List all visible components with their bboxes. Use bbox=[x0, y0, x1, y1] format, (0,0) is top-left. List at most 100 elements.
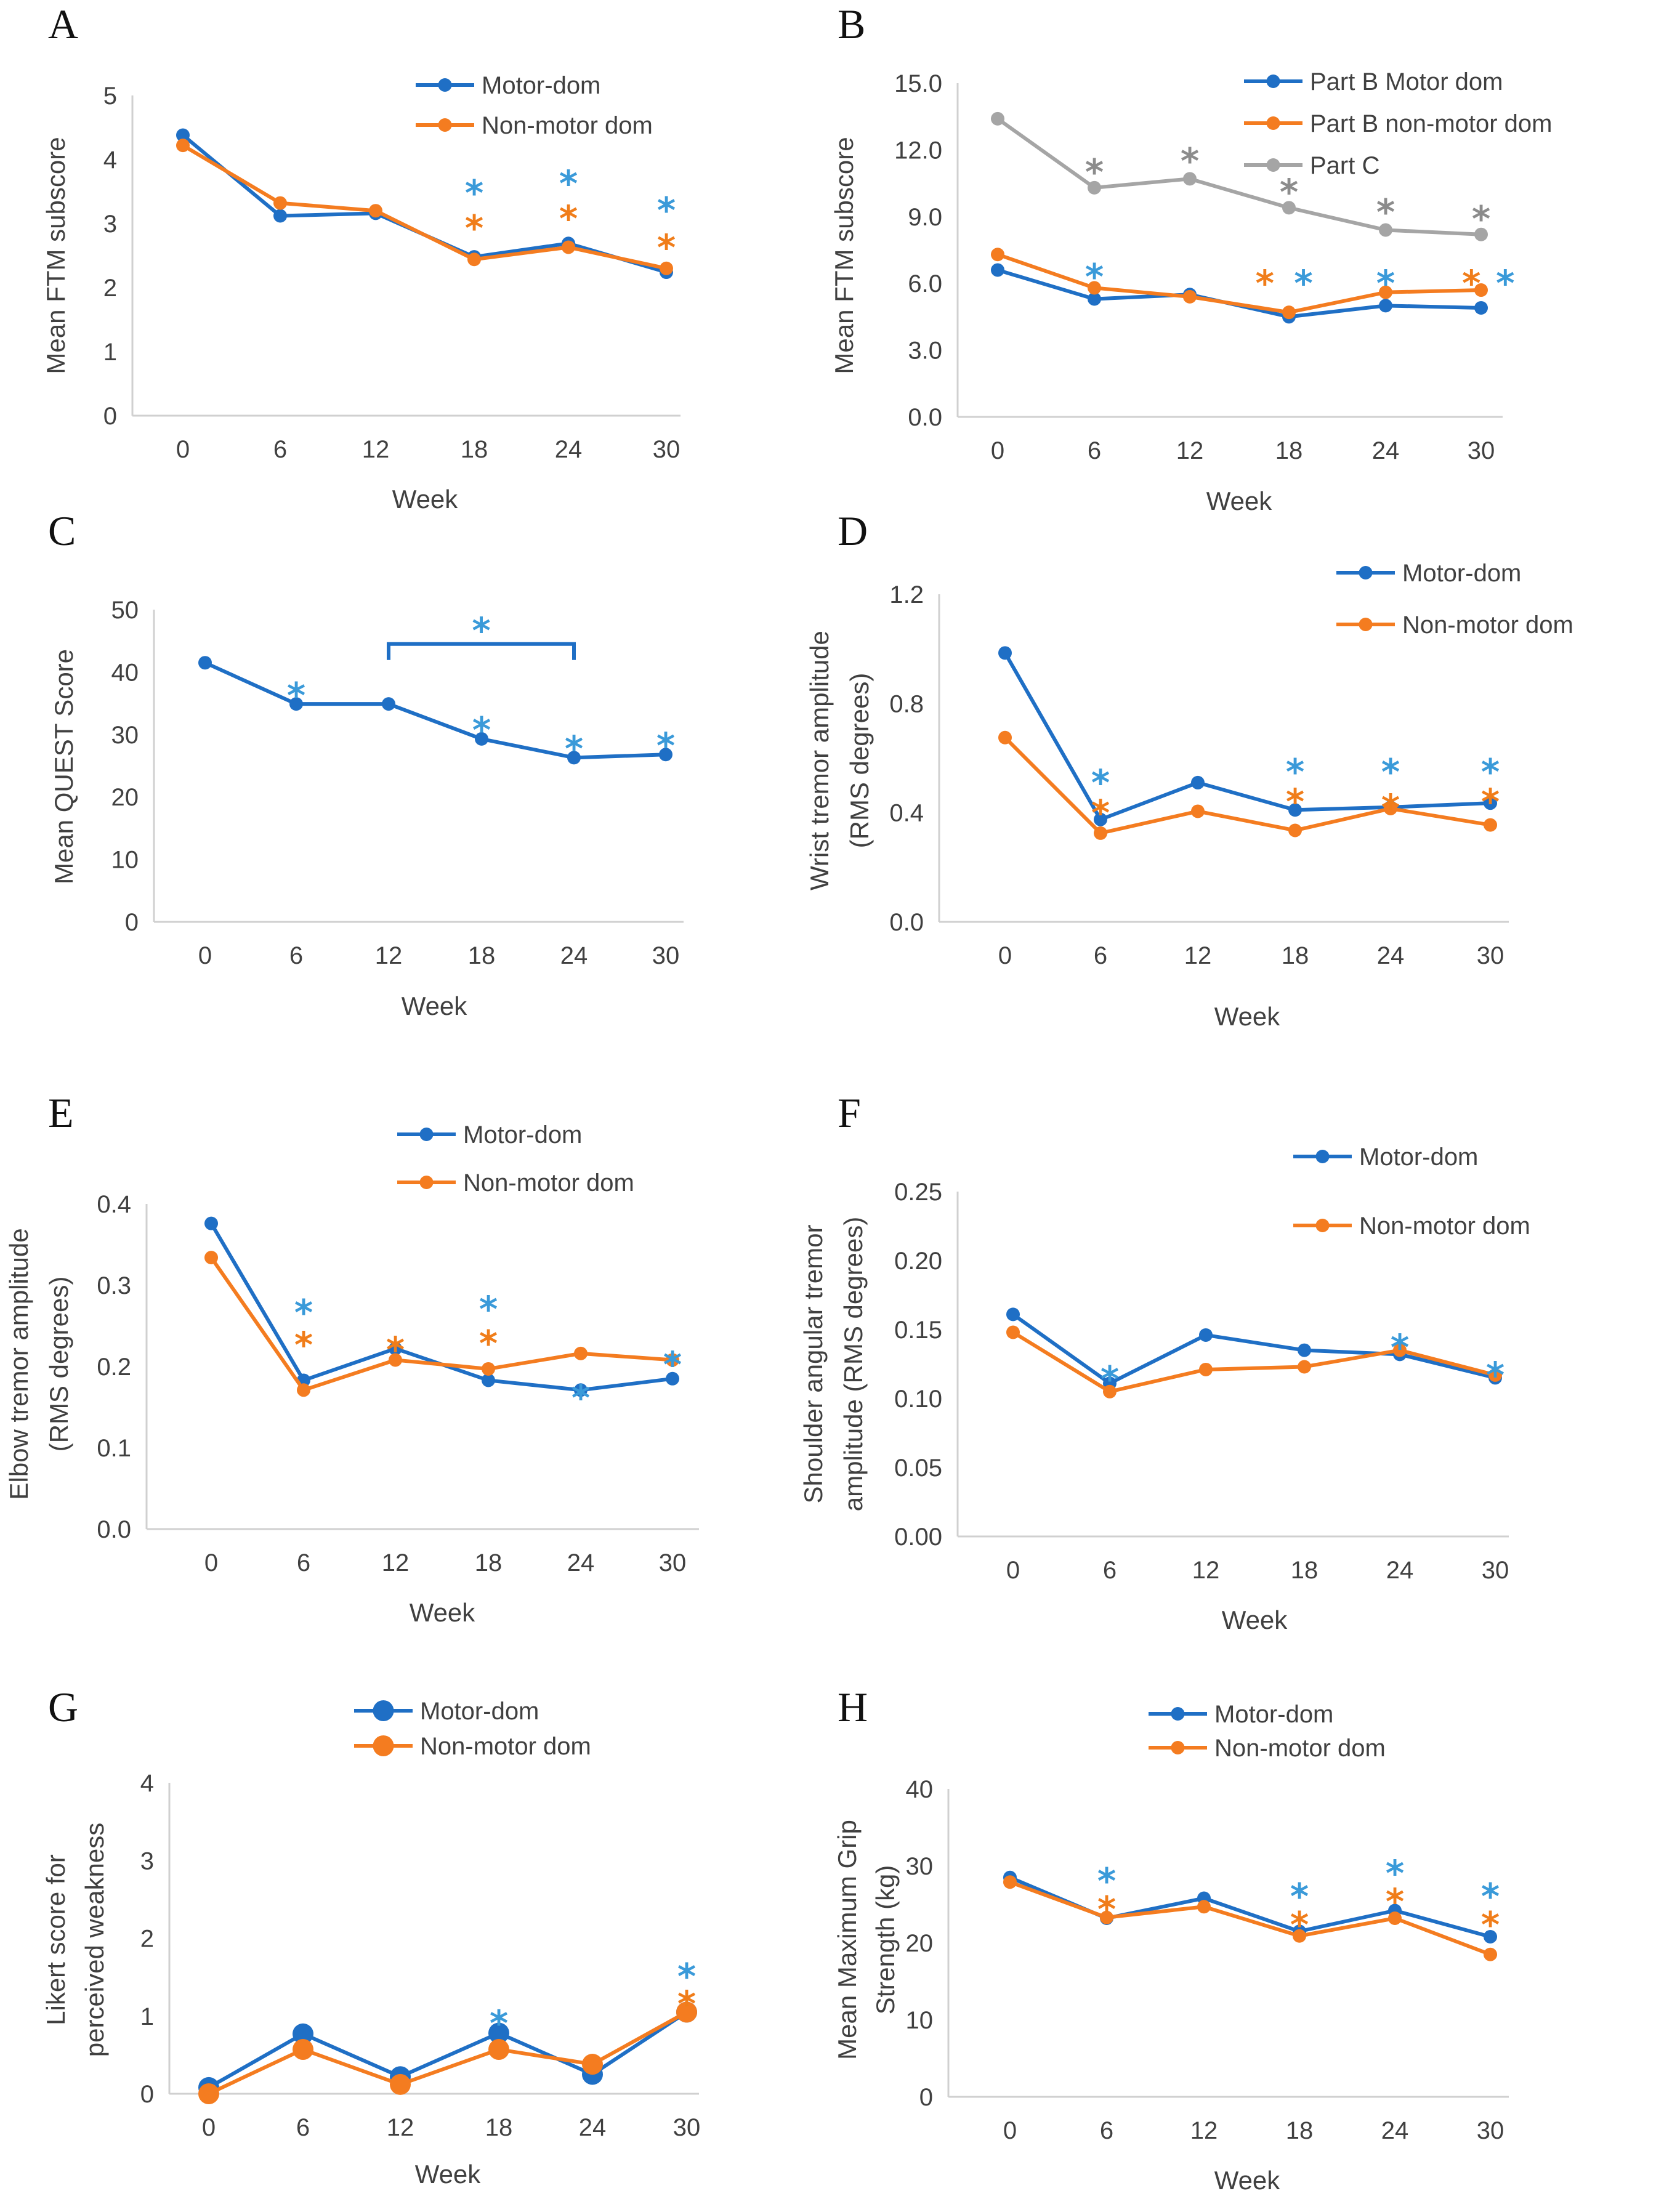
y-tick-label: 20 bbox=[906, 1930, 934, 1957]
x-tick-label: 6 bbox=[297, 1549, 310, 1576]
y-tick-label: 0.8 bbox=[889, 690, 924, 717]
significance-asterisk: * bbox=[1481, 1875, 1500, 1917]
x-axis-title: Week bbox=[402, 991, 468, 1020]
y-tick-label: 2 bbox=[140, 1926, 154, 1953]
legend: Motor-dom Non-motor dom bbox=[1149, 1701, 1386, 1762]
series-line-non-motor-dom bbox=[1009, 1880, 1492, 1956]
data-point bbox=[991, 248, 1004, 262]
data-point bbox=[1298, 1343, 1311, 1357]
x-tick-label: 12 bbox=[362, 436, 390, 463]
significance-asterisk: * bbox=[663, 1344, 682, 1386]
significance-asterisk: * bbox=[657, 227, 676, 268]
significance-asterisk: * bbox=[1381, 786, 1400, 828]
legend-marker bbox=[1315, 1150, 1330, 1163]
significance-asterisk: * bbox=[294, 1291, 313, 1333]
x-tick-label: 12 bbox=[387, 2114, 414, 2141]
data-point bbox=[574, 1383, 588, 1397]
y-tick-label: 10 bbox=[111, 847, 139, 874]
series-line-non-motor-dom bbox=[209, 1256, 673, 1392]
y-axis-title-line2: amplitude (RMS degrees) bbox=[839, 1217, 868, 1512]
data-point bbox=[390, 2073, 411, 2095]
data-point bbox=[176, 128, 190, 142]
panel-e: E 0.0 0.1 0.2 0.3 0.4 0 6 12 18 24 30 Week Elbow trem… bbox=[4, 1089, 699, 1627]
x-tick-label: 12 bbox=[1192, 1557, 1220, 1584]
significance-asterisk: * bbox=[294, 1324, 313, 1366]
x-tick-label: 18 bbox=[468, 942, 496, 969]
significance-asterisk: * bbox=[559, 163, 578, 204]
significance-asterisk: * bbox=[1462, 262, 1480, 304]
x-tick-label: 18 bbox=[1282, 942, 1309, 969]
y-tick-label: 30 bbox=[906, 1853, 934, 1880]
data-point bbox=[991, 263, 1004, 277]
significance-asterisk: * bbox=[1294, 262, 1312, 304]
data-point bbox=[666, 1371, 679, 1386]
x-tick-label: 30 bbox=[673, 2114, 701, 2141]
data-point bbox=[1094, 812, 1107, 826]
legend-label: Part B Motor dom bbox=[1310, 68, 1503, 95]
significance-asterisk: * bbox=[1481, 751, 1500, 793]
y-axis-title-line2: perceived weakness bbox=[80, 1823, 109, 2057]
data-point bbox=[482, 1362, 495, 1376]
data-point bbox=[369, 204, 382, 218]
data-point bbox=[1191, 775, 1205, 789]
significance-asterisk: * bbox=[1280, 171, 1298, 213]
data-point bbox=[389, 1341, 402, 1355]
data-point bbox=[1197, 1900, 1211, 1914]
data-point bbox=[1379, 285, 1392, 299]
significance-asterisk: * bbox=[565, 728, 583, 770]
y-axis-title: Shoulder angular tremor bbox=[799, 1225, 828, 1504]
y-axis-title: Elbow tremor amplitude bbox=[4, 1228, 33, 1500]
panel-letter: E bbox=[48, 1089, 74, 1136]
data-point bbox=[1282, 305, 1296, 320]
y-tick-label: 20 bbox=[111, 784, 139, 811]
significance-asterisk: * bbox=[386, 1329, 405, 1371]
y-tick-label: 0.15 bbox=[894, 1317, 942, 1344]
x-tick-label: 12 bbox=[1176, 437, 1204, 464]
data-point bbox=[176, 139, 190, 153]
x-tick-label: 24 bbox=[1386, 1557, 1414, 1584]
x-tick-label: 30 bbox=[653, 436, 681, 463]
x-tick-label: 24 bbox=[579, 2114, 607, 2141]
legend-marker bbox=[373, 1700, 394, 1721]
series-line-motor-dom bbox=[208, 2010, 688, 2089]
data-point bbox=[1393, 1343, 1407, 1357]
legend-label: Non-motor dom bbox=[1402, 612, 1573, 639]
significance-asterisk: * bbox=[677, 1956, 696, 1998]
data-point bbox=[1088, 292, 1101, 306]
x-tick-label: 24 bbox=[1381, 2117, 1409, 2144]
significance-asterisk: * bbox=[1085, 151, 1104, 193]
data-point bbox=[1103, 1384, 1117, 1399]
data-point bbox=[1199, 1328, 1213, 1342]
y-tick-label: 0.05 bbox=[894, 1455, 942, 1482]
data-point bbox=[1474, 283, 1488, 297]
y-axis-title: Mean QUEST Score bbox=[49, 649, 78, 884]
y-tick-label: 1 bbox=[103, 339, 117, 366]
data-point bbox=[1282, 201, 1296, 215]
legend-marker bbox=[1266, 116, 1280, 130]
y-tick-label: 10 bbox=[906, 2007, 934, 2034]
x-tick-label: 24 bbox=[567, 1549, 595, 1576]
y-tick-label: 0.4 bbox=[889, 800, 924, 827]
significance-asterisk: * bbox=[1376, 262, 1395, 304]
series-line-motor-dom bbox=[1003, 652, 1491, 821]
legend: Motor-dom Non-motor dom bbox=[1336, 560, 1573, 639]
data-point bbox=[1100, 1910, 1113, 1924]
panel-h: H 0 10 20 30 40 0 6 12 18 24 30 Week Mean Maximum Gri… bbox=[833, 1684, 1509, 2195]
y-axis-title-line2: (RMS degrees) bbox=[44, 1277, 73, 1452]
y-tick-label: 5 bbox=[103, 83, 117, 110]
y-tick-label: 12.0 bbox=[894, 137, 942, 164]
y-tick-label: 3 bbox=[140, 1847, 154, 1875]
legend: Motor-dom Non-motor dom bbox=[354, 1698, 591, 1760]
data-point bbox=[1484, 796, 1497, 810]
x-tick-label: 24 bbox=[555, 436, 583, 463]
series-line-non-motor-dom bbox=[208, 2010, 688, 2096]
y-axis-title: Mean FTM subscore bbox=[830, 137, 858, 374]
legend-label: Motor-dom bbox=[420, 1698, 539, 1725]
x-tick-label: 0 bbox=[1006, 1557, 1020, 1584]
significance-asterisk: * bbox=[1097, 1889, 1116, 1931]
y-tick-label: 0 bbox=[140, 2081, 154, 2108]
x-tick-label: 0 bbox=[202, 2114, 216, 2141]
significance-asterisk: * bbox=[490, 2002, 508, 2044]
data-point bbox=[1474, 301, 1488, 315]
